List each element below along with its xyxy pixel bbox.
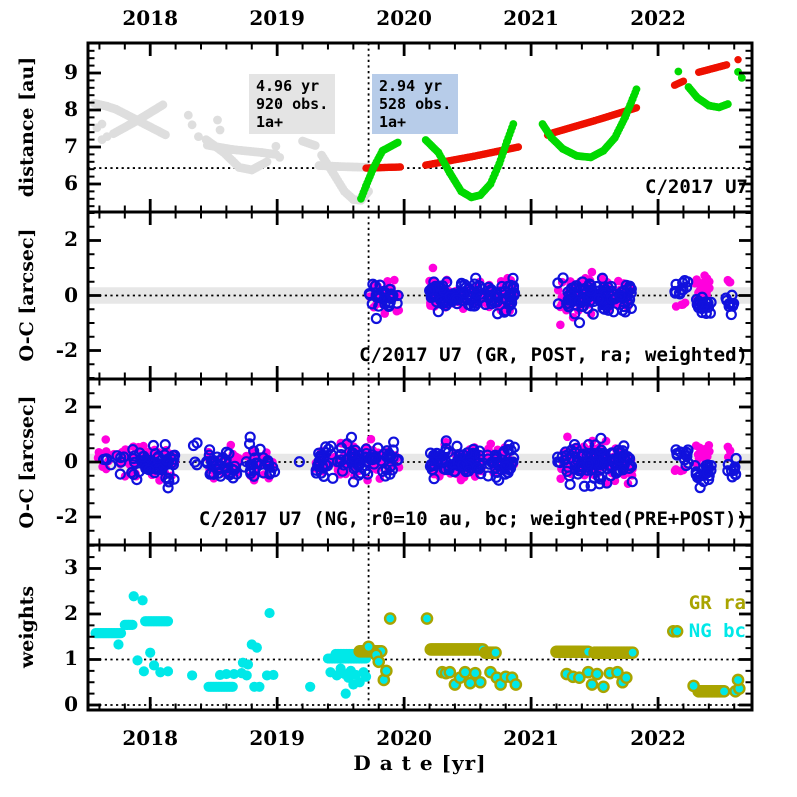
x-axis-label: D a t e [yr]	[353, 751, 487, 775]
y-tick-label: 3	[64, 555, 78, 580]
x-tick-label-year: 2021	[503, 726, 559, 750]
series-weights-pre	[90, 591, 372, 699]
y-tick-label: -2	[55, 337, 78, 362]
annotation-line: 528 obs.	[379, 95, 452, 113]
y-tick-label: 2	[64, 227, 78, 252]
y-tick-label: 1	[64, 646, 78, 671]
x-tick-label-year: 2021	[503, 6, 559, 30]
annotation-line: 1a+	[256, 113, 284, 131]
legend-entry-ng-bc: NG bc	[688, 620, 746, 642]
annotation-post-arc: 2.94 yr 528 obs. 1a+	[372, 74, 459, 134]
annotation-line: 920 obs.	[256, 95, 329, 113]
y-tick-label: 2	[64, 600, 78, 625]
y-tick-label: 0	[64, 282, 78, 307]
y-tick-label: 9	[64, 60, 78, 84]
legend-entry-gr-ra: GR ra	[688, 592, 746, 614]
annotation-previous-arc: 4.96 yr 920 obs. 1a+	[249, 74, 336, 134]
y-tick-label: 7	[64, 133, 78, 158]
panel1-object-label: C/2017 U7	[645, 176, 748, 198]
y-tick-label: 8	[64, 97, 78, 121]
x-tick-label-year: 2022	[630, 6, 686, 30]
series-residuals-blue	[98, 431, 742, 494]
panel-frame	[86, 543, 754, 712]
x-tick-label-year: 2019	[249, 6, 305, 30]
series-previous-solution-distance	[89, 98, 373, 205]
x-tick-label-year: 2018	[122, 6, 179, 30]
panel3-solution-label: C/2017 U7 (NG, r0=10 au, bc; weighted(PR…	[198, 508, 748, 530]
x-tick-label-year: 2022	[630, 726, 686, 750]
annotation-line: 1a+	[379, 113, 407, 131]
series-geocentric-distance	[357, 67, 746, 203]
y-tick-label: -2	[55, 504, 78, 528]
series-residuals-blue	[363, 272, 740, 329]
x-tick-label-year: 2018	[122, 726, 179, 750]
y-tick-label: 2	[64, 393, 78, 418]
x-tick-label-year: 2020	[376, 6, 432, 30]
x-tick-label-year: 2020	[376, 726, 432, 750]
y-tick-label: 0	[64, 449, 78, 473]
y-tick-label: 0	[64, 691, 78, 716]
annotation-line: 2.94 yr	[379, 77, 443, 95]
panel2-solution-label: C/2017 U7 (GR, POST, ra; weighted)	[359, 344, 748, 366]
y-tick-label: 6	[64, 170, 78, 195]
annotation-line: 4.96 yr	[256, 77, 320, 95]
axis-ticks	[88, 42, 752, 212]
axis-ticks	[88, 544, 752, 710]
series-weights-post	[353, 612, 746, 698]
x-tick-label-year: 2019	[249, 726, 305, 750]
